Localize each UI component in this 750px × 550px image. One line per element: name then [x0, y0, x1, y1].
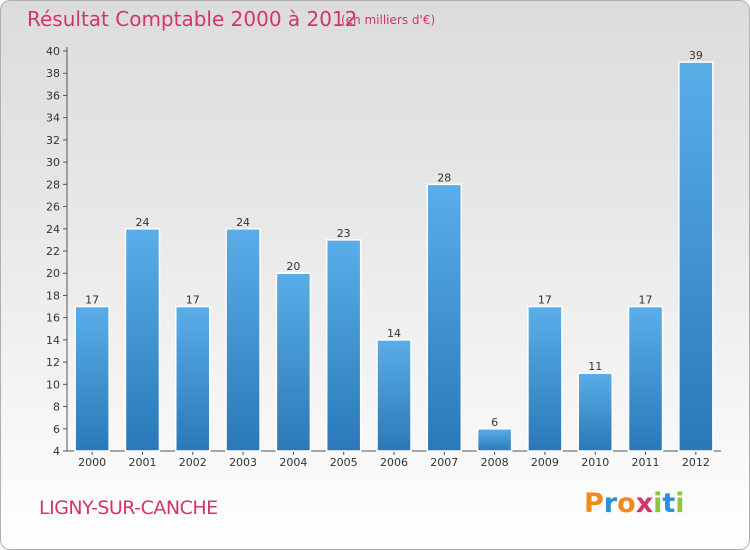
data-label-2009: 17	[538, 294, 552, 307]
x-tick-label: 2012	[682, 456, 710, 469]
bar-2002	[175, 305, 211, 452]
y-tick-label: 10	[46, 378, 60, 391]
y-tick-label: 36	[46, 89, 60, 102]
y-tick-label: 28	[46, 178, 60, 191]
data-label-2002: 17	[186, 294, 200, 307]
data-label-2001: 24	[135, 216, 149, 229]
data-label-2011: 17	[639, 294, 653, 307]
y-tick-label: 8	[53, 401, 60, 414]
y-tick-label: 40	[46, 45, 60, 58]
logo-letter: i	[675, 488, 685, 519]
y-tick-label: 12	[46, 356, 60, 369]
y-tick-label: 4	[53, 445, 60, 458]
bar-2001	[124, 228, 161, 452]
x-tick-label: 2004	[279, 456, 307, 469]
bar-2005	[325, 239, 362, 452]
bar-2000	[74, 305, 110, 452]
data-label-2005: 23	[337, 227, 351, 240]
x-tick-label: 2003	[229, 456, 257, 469]
x-tick-label: 2007	[430, 456, 458, 469]
commune-name: LIGNY-SUR-CANCHE	[39, 497, 218, 519]
y-tick-label: 30	[46, 156, 60, 169]
data-label-2004: 20	[286, 260, 300, 273]
y-tick-label: 26	[46, 201, 60, 214]
data-label-2008: 6	[491, 416, 498, 429]
chart-subtitle: (en milliers d'€)	[341, 13, 436, 27]
y-tick-label: 20	[46, 267, 60, 280]
logo-letter: i	[653, 488, 663, 519]
bar-2003	[225, 228, 261, 452]
data-label-2007: 28	[437, 171, 451, 184]
y-tick-label: 34	[46, 112, 60, 125]
bar-2006	[376, 339, 412, 452]
logo-letter: x	[635, 488, 654, 519]
y-tick-label: 38	[46, 67, 60, 80]
bar-2012	[678, 61, 714, 452]
y-tick-label: 24	[46, 223, 60, 236]
x-tick-label: 2005	[330, 456, 358, 469]
logo-letter: P	[584, 488, 604, 519]
proxiti-logo: Proxiti	[584, 488, 685, 519]
x-tick-label: 2000	[78, 456, 106, 469]
bar-2008	[476, 428, 513, 452]
bar-2010	[577, 372, 613, 452]
y-tick-label: 6	[53, 423, 60, 436]
x-tick-label: 2002	[179, 456, 207, 469]
x-tick-label: 2001	[128, 456, 156, 469]
x-tick-label: 2010	[581, 456, 609, 469]
bar-2007	[426, 183, 463, 452]
data-label-2000: 17	[85, 294, 99, 307]
y-tick-label: 16	[46, 312, 60, 325]
y-tick-label: 14	[46, 334, 60, 347]
bar-2004	[275, 272, 312, 452]
data-label-2003: 24	[236, 216, 250, 229]
y-tick-label: 32	[46, 134, 60, 147]
x-tick-label: 2011	[632, 456, 660, 469]
x-tick-label: 2008	[481, 456, 509, 469]
x-tick-label: 2009	[531, 456, 559, 469]
logo-letter: r	[603, 488, 618, 519]
chart-title: Résultat Comptable 2000 à 2012	[27, 7, 358, 31]
bar-2009	[527, 305, 563, 452]
logo-letter: o	[617, 488, 636, 519]
y-tick-label: 18	[46, 289, 60, 302]
data-label-2012: 39	[689, 49, 703, 62]
bar-2011	[627, 305, 664, 452]
data-label-2006: 14	[387, 327, 401, 340]
data-label-2010: 11	[588, 360, 602, 373]
x-tick-label: 2006	[380, 456, 408, 469]
logo-letter: t	[662, 488, 676, 519]
y-tick-label: 22	[46, 245, 60, 258]
